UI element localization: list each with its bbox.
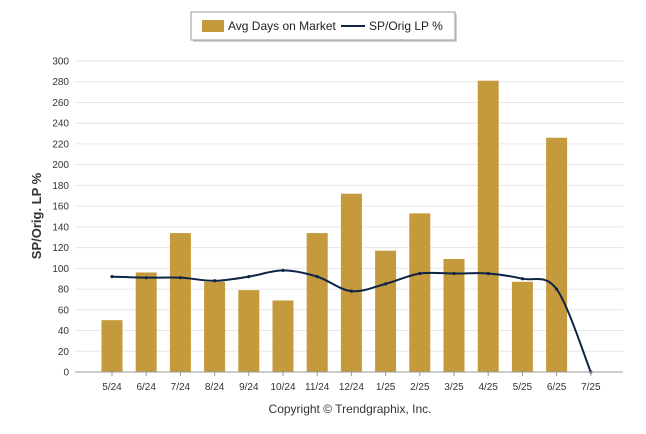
x-tick-label: 9/24 <box>239 382 259 393</box>
x-tick-label: 7/25 <box>581 382 601 393</box>
bars-avg-days-on-market <box>101 80 568 373</box>
y-tick-label: 220 <box>52 139 69 150</box>
line-point <box>418 271 422 276</box>
bar <box>443 259 465 372</box>
line-point <box>213 279 217 283</box>
line-point <box>144 276 148 280</box>
x-tick-label: 12/24 <box>339 382 364 393</box>
x-tick-label: 6/24 <box>136 382 156 393</box>
y-tick-label: 160 <box>52 202 69 213</box>
line-point <box>520 277 525 281</box>
y-tick-label: 0 <box>63 368 69 379</box>
bar <box>169 233 191 372</box>
y-tick-label: 240 <box>52 119 69 130</box>
y-axis-label: SP/Orig. LP % <box>29 172 44 259</box>
line-point <box>110 275 114 279</box>
legend-box <box>190 11 456 41</box>
line-point <box>452 271 456 276</box>
bar <box>306 233 328 372</box>
bar <box>272 300 294 372</box>
y-tick-label: 20 <box>58 347 70 358</box>
x-tick-label: 7/24 <box>171 382 191 393</box>
bar <box>477 80 499 373</box>
line-point <box>555 287 559 291</box>
legend: Avg Days on Market SP/Orig LP % <box>190 11 457 42</box>
bar <box>511 281 533 372</box>
legend-label-bar: Avg Days on Market <box>228 19 336 33</box>
x-tick-label: 1/25 <box>376 382 396 393</box>
bar <box>204 281 226 372</box>
x-tick-label: 10/24 <box>270 382 295 393</box>
y-tick-label: 120 <box>52 243 69 254</box>
bar <box>409 213 431 372</box>
y-tick-label: 200 <box>52 160 69 171</box>
bar <box>375 250 397 372</box>
y-tick-label: 300 <box>52 57 69 68</box>
y-tick-label: 180 <box>52 181 69 192</box>
y-tick-label: 140 <box>52 222 69 233</box>
line-point <box>281 268 285 273</box>
x-tick-label: 2/25 <box>410 382 430 393</box>
x-tick-label: 11/24 <box>305 382 330 393</box>
x-tick-label: 4/25 <box>478 382 498 393</box>
line-point <box>178 276 182 280</box>
line-point <box>349 289 353 293</box>
y-tick-label: 100 <box>52 264 69 275</box>
legend-swatch-bar <box>202 20 224 32</box>
y-axis-ticks: 0 20 40 60 80 100 120 140 160 180 200 220 240 260 280 3… <box>52 57 69 379</box>
bar <box>101 320 123 372</box>
y-tick-label: 40 <box>58 326 70 337</box>
x-tick-label: 8/24 <box>205 382 225 393</box>
x-tick-label: 5/25 <box>513 382 533 393</box>
line-point <box>384 282 388 286</box>
bar <box>238 290 260 372</box>
line-point <box>486 271 490 276</box>
line-sp-orig-lp <box>110 268 593 374</box>
y-tick-label: 60 <box>58 305 70 316</box>
legend-label-line: SP/Orig LP % <box>369 19 443 33</box>
line-point <box>247 275 251 279</box>
x-tick-label: 6/25 <box>547 382 567 393</box>
x-tick-label: 3/25 <box>444 382 464 393</box>
copyright-text: Copyright © Trendgraphix, Inc. <box>269 402 432 416</box>
y-tick-label: 260 <box>52 98 69 109</box>
bar <box>135 272 157 372</box>
x-axis-ticks: 5/24 6/24 7/24 8/24 9/24 10/24 11/24 12/24 1/25 2… <box>102 372 601 393</box>
line-point <box>315 275 319 279</box>
bar <box>340 193 362 372</box>
y-tick-label: 280 <box>52 77 69 88</box>
y-tick-label: 80 <box>58 285 70 296</box>
x-tick-label: 5/24 <box>102 382 122 393</box>
bar <box>546 137 568 372</box>
